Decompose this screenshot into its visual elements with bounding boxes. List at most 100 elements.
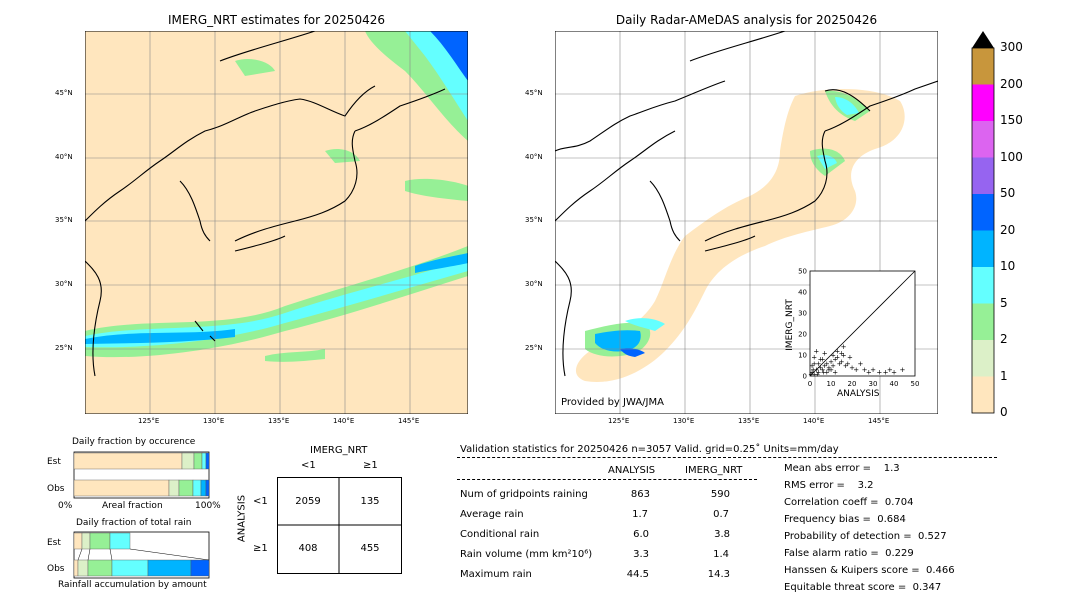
scatter-point: +	[811, 360, 817, 368]
stat-label: Maximum rain	[460, 569, 532, 580]
colorbar-label: 300	[1000, 40, 1023, 54]
right-lon-label: 125°E	[608, 417, 630, 425]
scatter-point: +	[866, 368, 872, 376]
scatter-ticks: 00 10 10 20 20 30 30 40 40 50 50	[798, 268, 919, 389]
colorbar-block	[972, 157, 994, 194]
col-imerg-header: IMERG_NRT	[685, 465, 743, 476]
colorbar-block	[972, 84, 994, 121]
right-lat-label: 30°N	[525, 280, 543, 288]
occurrence-chart	[73, 451, 210, 499]
scatter-y-tick: 40	[798, 289, 807, 297]
left-map-rain-band	[85, 246, 468, 362]
scatter-point: +	[813, 347, 819, 355]
colorbar-label: 0	[1000, 405, 1008, 419]
scatter-x-tick: 10	[827, 380, 836, 388]
scatter-point: +	[809, 362, 815, 370]
contingency-side-label: ANALYSIS	[236, 494, 248, 543]
right-map-coastline	[555, 31, 938, 377]
contingency-grid	[277, 477, 402, 574]
colorbar-block	[972, 230, 994, 267]
colorbar-label: 10	[1000, 259, 1016, 273]
scatter-point: +	[822, 362, 828, 370]
scatter-point: +	[818, 356, 824, 364]
contingency-cell: 135	[360, 496, 380, 507]
scatter-ylabel: IMERG_NRT	[785, 299, 795, 351]
right-map-title: Daily Radar-AMeDAS analysis for 20250426	[615, 13, 878, 27]
scatter-xlabel: ANALYSIS	[837, 389, 880, 399]
stat-imerg: 14.3	[707, 569, 730, 580]
occurrence-obs-bar	[73, 479, 210, 497]
scatter-point: +	[887, 366, 893, 374]
validation-divider	[457, 457, 997, 458]
left-map	[85, 31, 468, 414]
left-map-title: IMERG_NRT estimates for 20250426	[168, 13, 385, 27]
right-map-coverage-area	[575, 89, 905, 382]
stat-analysis: 863	[630, 489, 650, 500]
scatter-point: +	[876, 368, 882, 376]
left-lat-label: 25°N	[55, 344, 73, 352]
scatter-point: +	[811, 370, 817, 378]
scatter-point: +	[830, 362, 836, 370]
scatter-y-tick: 0	[803, 373, 807, 381]
scatter-y-tick: 10	[798, 352, 807, 360]
left-lon-label: 130°E	[203, 417, 225, 425]
scatter-point: +	[830, 352, 836, 360]
colorbar	[971, 31, 995, 414]
contingency-col-label: <1	[301, 460, 316, 471]
scatter-point: +	[820, 356, 826, 364]
colorbar-extend-arrow	[972, 31, 994, 48]
score-line: Frequency bias = 0.684	[784, 514, 906, 525]
right-lat-label: 40°N	[525, 153, 543, 161]
total-rain-obs-label: Obs	[47, 564, 65, 574]
occurrence-axis-mid: Areal fraction	[102, 501, 163, 511]
right-lat-label: 35°N	[525, 216, 543, 224]
right-lat-label: 25°N	[525, 344, 543, 352]
occurrence-obs-label: Obs	[47, 484, 65, 494]
left-lon-label: 125°E	[138, 417, 160, 425]
validation-subdivider	[457, 479, 757, 480]
total-rain-est-bar	[73, 532, 131, 550]
left-lon-label: 135°E	[268, 417, 290, 425]
stat-imerg: 3.8	[714, 529, 730, 540]
scatter-point: +	[839, 349, 845, 357]
stat-analysis: 1.7	[632, 509, 648, 520]
credit-text: Provided by JWA/JMA	[561, 397, 664, 408]
scatter-point: +	[870, 366, 876, 374]
contingency-row-label: <1	[253, 496, 268, 507]
scatter-x-tick: 30	[869, 380, 878, 388]
colorbar-label: 200	[1000, 76, 1023, 91]
scatter-points: ++++++++++++++++++++++++ + +++ ++++++++++++…	[808, 343, 905, 378]
scatter-point: +	[813, 366, 819, 374]
scatter-point: +	[828, 366, 834, 374]
scatter-point: +	[899, 366, 905, 374]
score-line: RMS error = 3.2	[784, 480, 874, 491]
scatter-x-tick: 0	[808, 380, 812, 388]
scatter-point: +	[828, 358, 834, 366]
scatter-point: +	[822, 349, 828, 357]
left-lat-label: 40°N	[55, 153, 73, 161]
score-line: Correlation coeff = 0.704	[784, 497, 914, 508]
scatter-point: +	[841, 352, 847, 360]
scatter-diagonal	[809, 270, 916, 377]
score-line: Mean abs error = 1.3	[784, 463, 900, 474]
colorbar-label: 2	[1000, 332, 1008, 346]
scatter-point: +	[815, 360, 821, 368]
scatter-point: +	[815, 368, 821, 376]
colorbar-label: 150	[1000, 113, 1023, 127]
scatter-point: +	[821, 368, 827, 376]
total-rain-chart	[73, 531, 210, 579]
scatter-y-tick: 20	[798, 331, 807, 339]
colorbar-label: 20	[1000, 222, 1016, 237]
scatter-point: +	[810, 366, 816, 374]
stat-analysis: 6.0	[633, 529, 649, 540]
right-lon-label: 140°E	[803, 417, 825, 425]
scatter-point: +	[811, 354, 817, 362]
total-rain-obs-bar	[73, 559, 210, 577]
contingency-cell: 2059	[295, 496, 321, 507]
scatter-point: +	[843, 362, 849, 370]
right-lon-label: 145°E	[868, 417, 890, 425]
stat-imerg: 1.4	[713, 549, 729, 560]
scatter-x-tick: 50	[911, 380, 920, 388]
stat-analysis: 44.5	[626, 569, 649, 580]
contingency-col-label: ≥1	[363, 460, 378, 471]
